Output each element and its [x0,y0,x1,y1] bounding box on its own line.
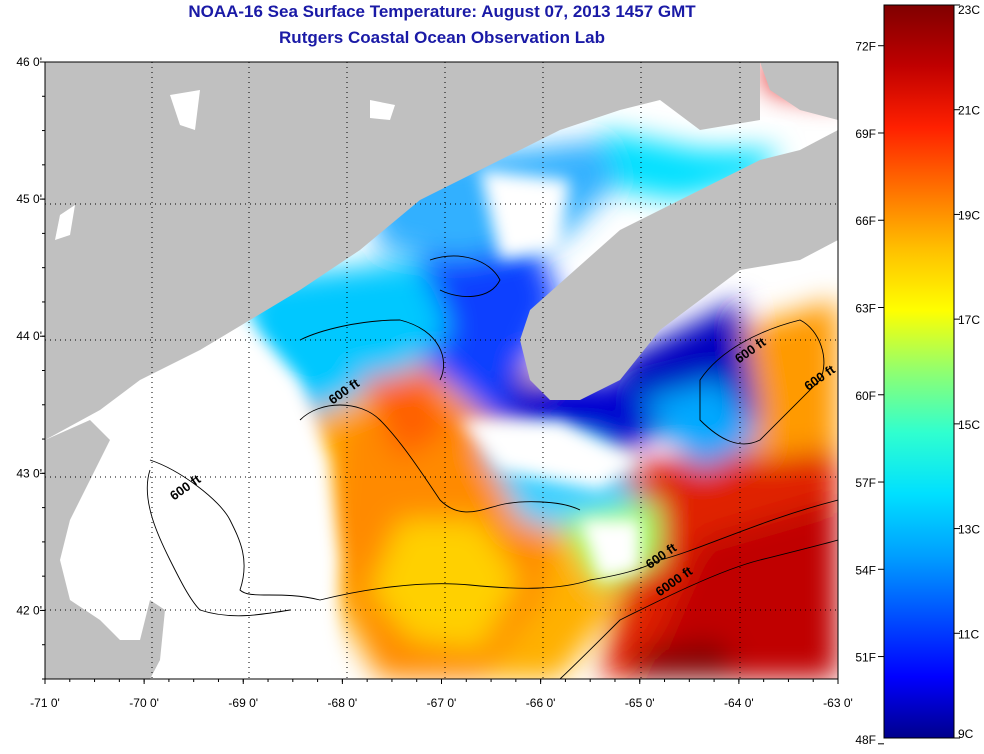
graticule [45,62,838,679]
map-title: NOAA-16 Sea Surface Temperature: August … [188,2,696,21]
lat-tick-label: 43 0' [16,466,42,480]
fahrenheit-label: 66F [855,214,876,228]
lon-tick-label: -71 0' [30,696,60,710]
fahrenheit-label: 51F [855,651,876,665]
lon-tick-label: -68 0' [328,696,358,710]
celsius-label: 17C [958,313,980,327]
fahrenheit-label: 63F [855,302,876,316]
fahrenheit-label: 48F [855,733,876,747]
cloud-masks [45,170,640,679]
latitude-axis: 46 0' 45 0' 44 0' 43 0' 42 0' [16,55,45,680]
lon-tick-label: -67 0' [427,696,457,710]
land [45,62,838,679]
lon-tick-label: -65 0' [625,696,655,710]
celsius-label: 23C [958,3,980,17]
lon-tick-label: -63 0' [823,696,853,710]
longitude-axis: -71 0' -70 0' -69 0' -68 0' -67 0' -66 0' -65 … [30,679,853,710]
celsius-label: 13C [958,523,980,537]
plot-area [45,62,838,679]
lon-tick-label: -64 0' [724,696,754,710]
colorbar-fahrenheit-labels: 72F 69F 66F 63F 60F 57F 54F 51F 48F [855,40,884,747]
inland-lakes [55,90,395,240]
lon-tick-label: -70 0' [129,696,159,710]
colorbar-celsius-labels: 23C 21C 19C 17C 15C 13C 11C 9C [954,3,980,741]
depth-contours [146,255,838,679]
lon-tick-label: -69 0' [228,696,258,710]
lat-tick-label: 45 0' [16,192,42,206]
celsius-label: 11C [958,627,979,641]
fahrenheit-label: 54F [855,563,876,577]
map-subtitle: Rutgers Coastal Ocean Observation Lab [279,28,605,47]
celsius-label: 19C [958,208,980,222]
lat-tick-label: 42 0' [16,603,42,617]
celsius-label: 21C [958,104,980,118]
fahrenheit-label: 72F [855,40,876,54]
lat-tick-label: 44 0' [16,329,42,343]
colorbar [883,4,955,739]
fahrenheit-label: 57F [855,476,876,490]
fahrenheit-label: 60F [855,389,876,403]
fahrenheit-label: 69F [855,127,876,141]
celsius-label: 15C [958,418,980,432]
lon-tick-label: -66 0' [526,696,556,710]
celsius-label: 9C [958,727,974,741]
sst-field [240,62,838,679]
lat-tick-label: 46 0' [16,55,42,69]
